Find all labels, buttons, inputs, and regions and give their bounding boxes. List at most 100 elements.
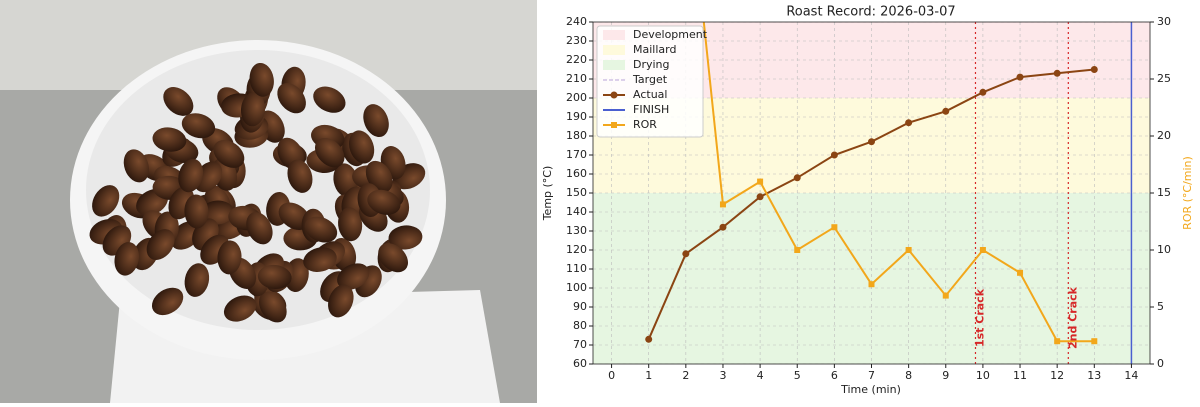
y-tick-label: 110 [566, 262, 587, 275]
chart: Roast Record: 2026-03-07 Time (min) Temp… [541, 5, 1194, 397]
bean [178, 158, 204, 193]
photo [0, 0, 537, 403]
bean [223, 295, 257, 322]
bean [217, 240, 242, 275]
y-tick-label: 100 [566, 281, 587, 294]
legend-marker [611, 122, 617, 128]
point [942, 292, 949, 299]
y-axis-label: Temp (°C) [541, 166, 554, 222]
x-tick-label: 7 [868, 369, 875, 382]
x-tick-label: 5 [794, 369, 801, 382]
legend: Development Maillard Drying Target Actual FIN… [596, 25, 708, 138]
y-tick-label: 150 [566, 186, 587, 199]
event-label: 2nd Crack [1066, 286, 1079, 349]
legend-swatch [603, 45, 625, 55]
point [794, 247, 801, 253]
bean [181, 113, 216, 139]
legend-label: FINISH [633, 103, 669, 116]
legend-marker [610, 91, 618, 99]
bean [151, 287, 184, 316]
bean [304, 216, 338, 243]
point [1091, 338, 1098, 345]
point [1090, 66, 1098, 73]
bean [152, 127, 187, 152]
point [868, 138, 875, 146]
y-tick-label: 160 [566, 167, 587, 180]
bean [363, 104, 389, 138]
chart-title: Roast Record: 2026-03-07 [786, 5, 955, 20]
bean [313, 86, 346, 113]
y-tick-label: 60 [573, 357, 587, 370]
point [979, 88, 987, 96]
bean [184, 263, 210, 297]
y-tick-label: 90 [573, 300, 587, 313]
y-tick-label: 210 [566, 72, 587, 85]
y-tick-label: 230 [566, 34, 587, 47]
y2-tick-label: 30 [1157, 15, 1171, 28]
legend-swatch [603, 60, 625, 70]
point [719, 223, 727, 231]
x-tick-label: 8 [905, 369, 912, 382]
bean [367, 189, 401, 215]
point [719, 201, 726, 208]
point [682, 250, 690, 258]
x-tick-label: 10 [976, 369, 990, 382]
point [793, 174, 801, 182]
x-tick-label: 12 [1050, 369, 1064, 382]
event-label: 1st Crack [973, 288, 986, 347]
point [830, 151, 838, 159]
legend-label: Development [633, 28, 708, 41]
y-tick-label: 170 [566, 148, 587, 161]
bean [388, 225, 423, 250]
point [942, 107, 950, 115]
legend-label: Maillard [633, 43, 676, 56]
legend-label: Actual [633, 88, 667, 101]
x-tick-label: 11 [1013, 369, 1027, 382]
y-tick-label: 240 [566, 15, 587, 28]
legend-swatch [603, 30, 625, 40]
y-tick-label: 200 [566, 91, 587, 104]
point [905, 119, 913, 127]
point [1054, 338, 1061, 345]
series-line [702, 22, 1095, 343]
point [905, 247, 912, 253]
x-tick-label: 9 [942, 369, 949, 382]
x-tick-label: 14 [1124, 369, 1138, 382]
legend-label: ROR [633, 118, 657, 131]
y2-tick-label: 25 [1157, 72, 1171, 85]
x-tick-label: 0 [608, 369, 615, 382]
y-tick-label: 190 [566, 110, 587, 123]
bean [348, 130, 375, 164]
bean [249, 62, 274, 97]
y2-tick-label: 20 [1157, 129, 1171, 142]
bean [303, 247, 337, 273]
bean [287, 159, 313, 193]
x-tick-label: 6 [831, 369, 838, 382]
legend-label: Target [632, 73, 668, 86]
y-tick-label: 70 [573, 338, 587, 351]
y-tick-label: 80 [573, 319, 587, 332]
bean [240, 92, 266, 127]
point [1017, 269, 1024, 276]
point [831, 224, 838, 231]
y-tick-label: 220 [566, 53, 587, 66]
x-tick-label: 1 [645, 369, 652, 382]
bean [338, 207, 363, 242]
legend-label: Drying [633, 58, 670, 71]
bean [314, 137, 345, 168]
bean [257, 264, 292, 290]
bean [328, 284, 354, 318]
point [756, 193, 764, 201]
point [979, 247, 986, 253]
point [1053, 69, 1061, 77]
bean [163, 87, 194, 116]
y-tick-label: 180 [566, 129, 587, 142]
y-tick-label: 130 [566, 224, 587, 237]
x-tick-label: 13 [1087, 369, 1101, 382]
plot-frame [592, 21, 1151, 365]
bean [184, 194, 209, 229]
bean [123, 149, 150, 183]
y2-tick-label: 0 [1157, 357, 1164, 370]
bean [258, 291, 287, 323]
